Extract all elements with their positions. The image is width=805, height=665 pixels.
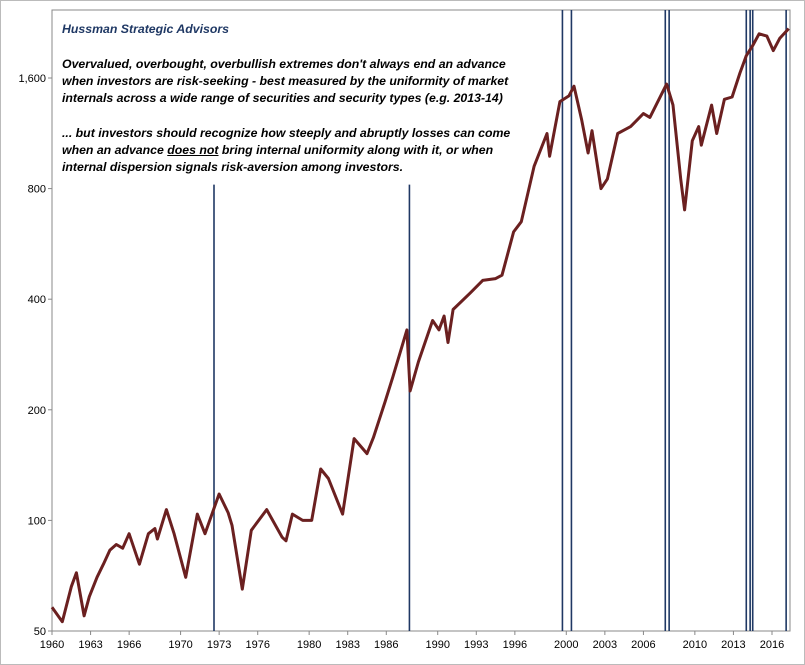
x-tick-label: 1980: [297, 639, 321, 651]
x-tick-label: 1983: [335, 639, 359, 651]
annotation-line: when an advance does not bring internal …: [62, 142, 510, 159]
x-tick-label: 2013: [721, 639, 745, 651]
x-tick-label: 2006: [631, 639, 655, 651]
x-tick-label: 1996: [503, 639, 527, 651]
x-tick-label: 1990: [425, 639, 449, 651]
x-tick-label: 1976: [245, 639, 269, 651]
x-tick-label: 1970: [168, 639, 192, 651]
annotation-text: when an advance: [62, 143, 168, 157]
plot-frame: [51, 9, 791, 632]
annotation-line: ... but investors should recognize how s…: [62, 126, 511, 140]
y-tick-label: 100: [28, 515, 46, 527]
annotation-2: ... but investors should recognize how s…: [62, 125, 510, 176]
x-tick-label: 2000: [554, 639, 578, 651]
x-tick-label: 1973: [207, 639, 231, 651]
y-tick-label: 400: [28, 294, 46, 306]
y-tick-label: 800: [28, 184, 46, 196]
y-tick-label: 1,600: [18, 73, 46, 85]
x-tick-label: 1993: [464, 639, 488, 651]
y-tick-label: 50: [34, 626, 46, 638]
price-line: [50, 27, 790, 624]
y-tick-label: 200: [28, 405, 46, 417]
x-tick-label: 1960: [40, 639, 64, 651]
x-tick-label: 2003: [593, 639, 617, 651]
annotation-text: bring internal uniformity along with it,…: [218, 143, 494, 157]
x-tick-label: 1986: [374, 639, 398, 651]
x-tick-label: 1963: [78, 639, 102, 651]
annotation-emphasis: does not: [167, 143, 219, 157]
annotation-line: when investors are risk-seeking - best m…: [62, 74, 509, 88]
x-tick-label: 2016: [760, 639, 784, 651]
x-tick-label: 1966: [117, 639, 141, 651]
annotation-line: Overvalued, overbought, overbullish extr…: [62, 57, 506, 71]
annotation-1: Overvalued, overbought, overbullish extr…: [62, 56, 508, 107]
chart-title: Hussman Strategic Advisors: [62, 22, 229, 36]
annotation-line: internal dispersion signals risk-aversio…: [62, 160, 404, 174]
x-tick-label: 2010: [683, 639, 707, 651]
annotation-line: internals across a wide range of securit…: [62, 91, 503, 105]
